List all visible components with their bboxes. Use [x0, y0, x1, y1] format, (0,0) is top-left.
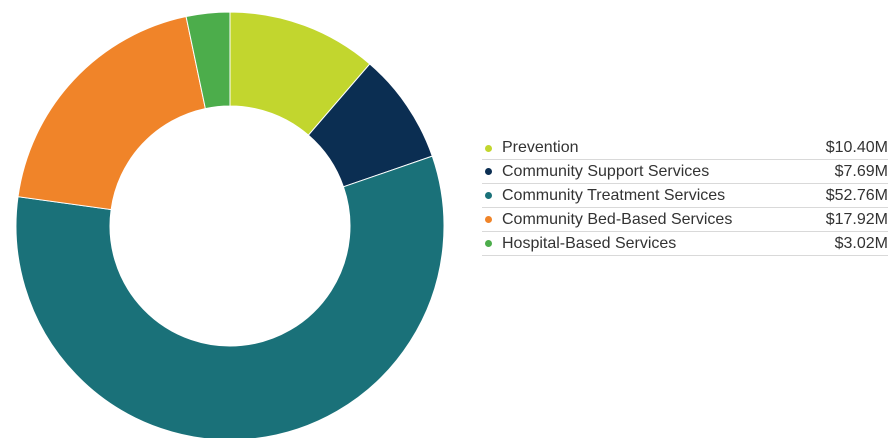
legend-marker — [485, 240, 492, 247]
legend-label: Community Bed-Based Services — [502, 210, 733, 228]
legend-label: Community Support Services — [502, 162, 710, 180]
donut-chart — [15, 11, 445, 438]
donut-slice-hospital-based-services — [185, 11, 231, 110]
legend-marker — [485, 144, 492, 152]
legend-label: Hospital-Based Services — [502, 234, 677, 252]
legend-marker — [485, 192, 492, 199]
legend-item-community-treatment-services: Community Treatment Services $52.76M — [482, 184, 888, 208]
legend-value: $52.76M — [825, 186, 888, 204]
legend-value: $17.92M — [825, 210, 888, 228]
chart-legend: Prevention $10.40M Community Support Ser… — [482, 136, 888, 256]
legend-value: $3.02M — [834, 234, 888, 252]
legend-item-community-support-services: Community Support Services $7.69M — [482, 160, 888, 184]
legend-value: $7.69M — [834, 162, 888, 180]
legend-label: Prevention — [502, 139, 579, 156]
legend-item-community-bed-based-services: Community Bed-Based Services $17.92M — [482, 208, 888, 232]
donut-slice-community-treatment-services — [15, 155, 445, 438]
legend-label: Community Treatment Services — [502, 186, 726, 204]
donut-slice-community-bed-based-services — [17, 15, 206, 211]
legend-item-hospital-based-services: Hospital-Based Services $3.02M — [482, 232, 888, 256]
legend-marker — [485, 216, 492, 223]
legend-value: $10.40M — [825, 139, 888, 156]
legend-marker — [485, 168, 492, 175]
legend-item-prevention: Prevention $10.40M — [482, 136, 888, 160]
